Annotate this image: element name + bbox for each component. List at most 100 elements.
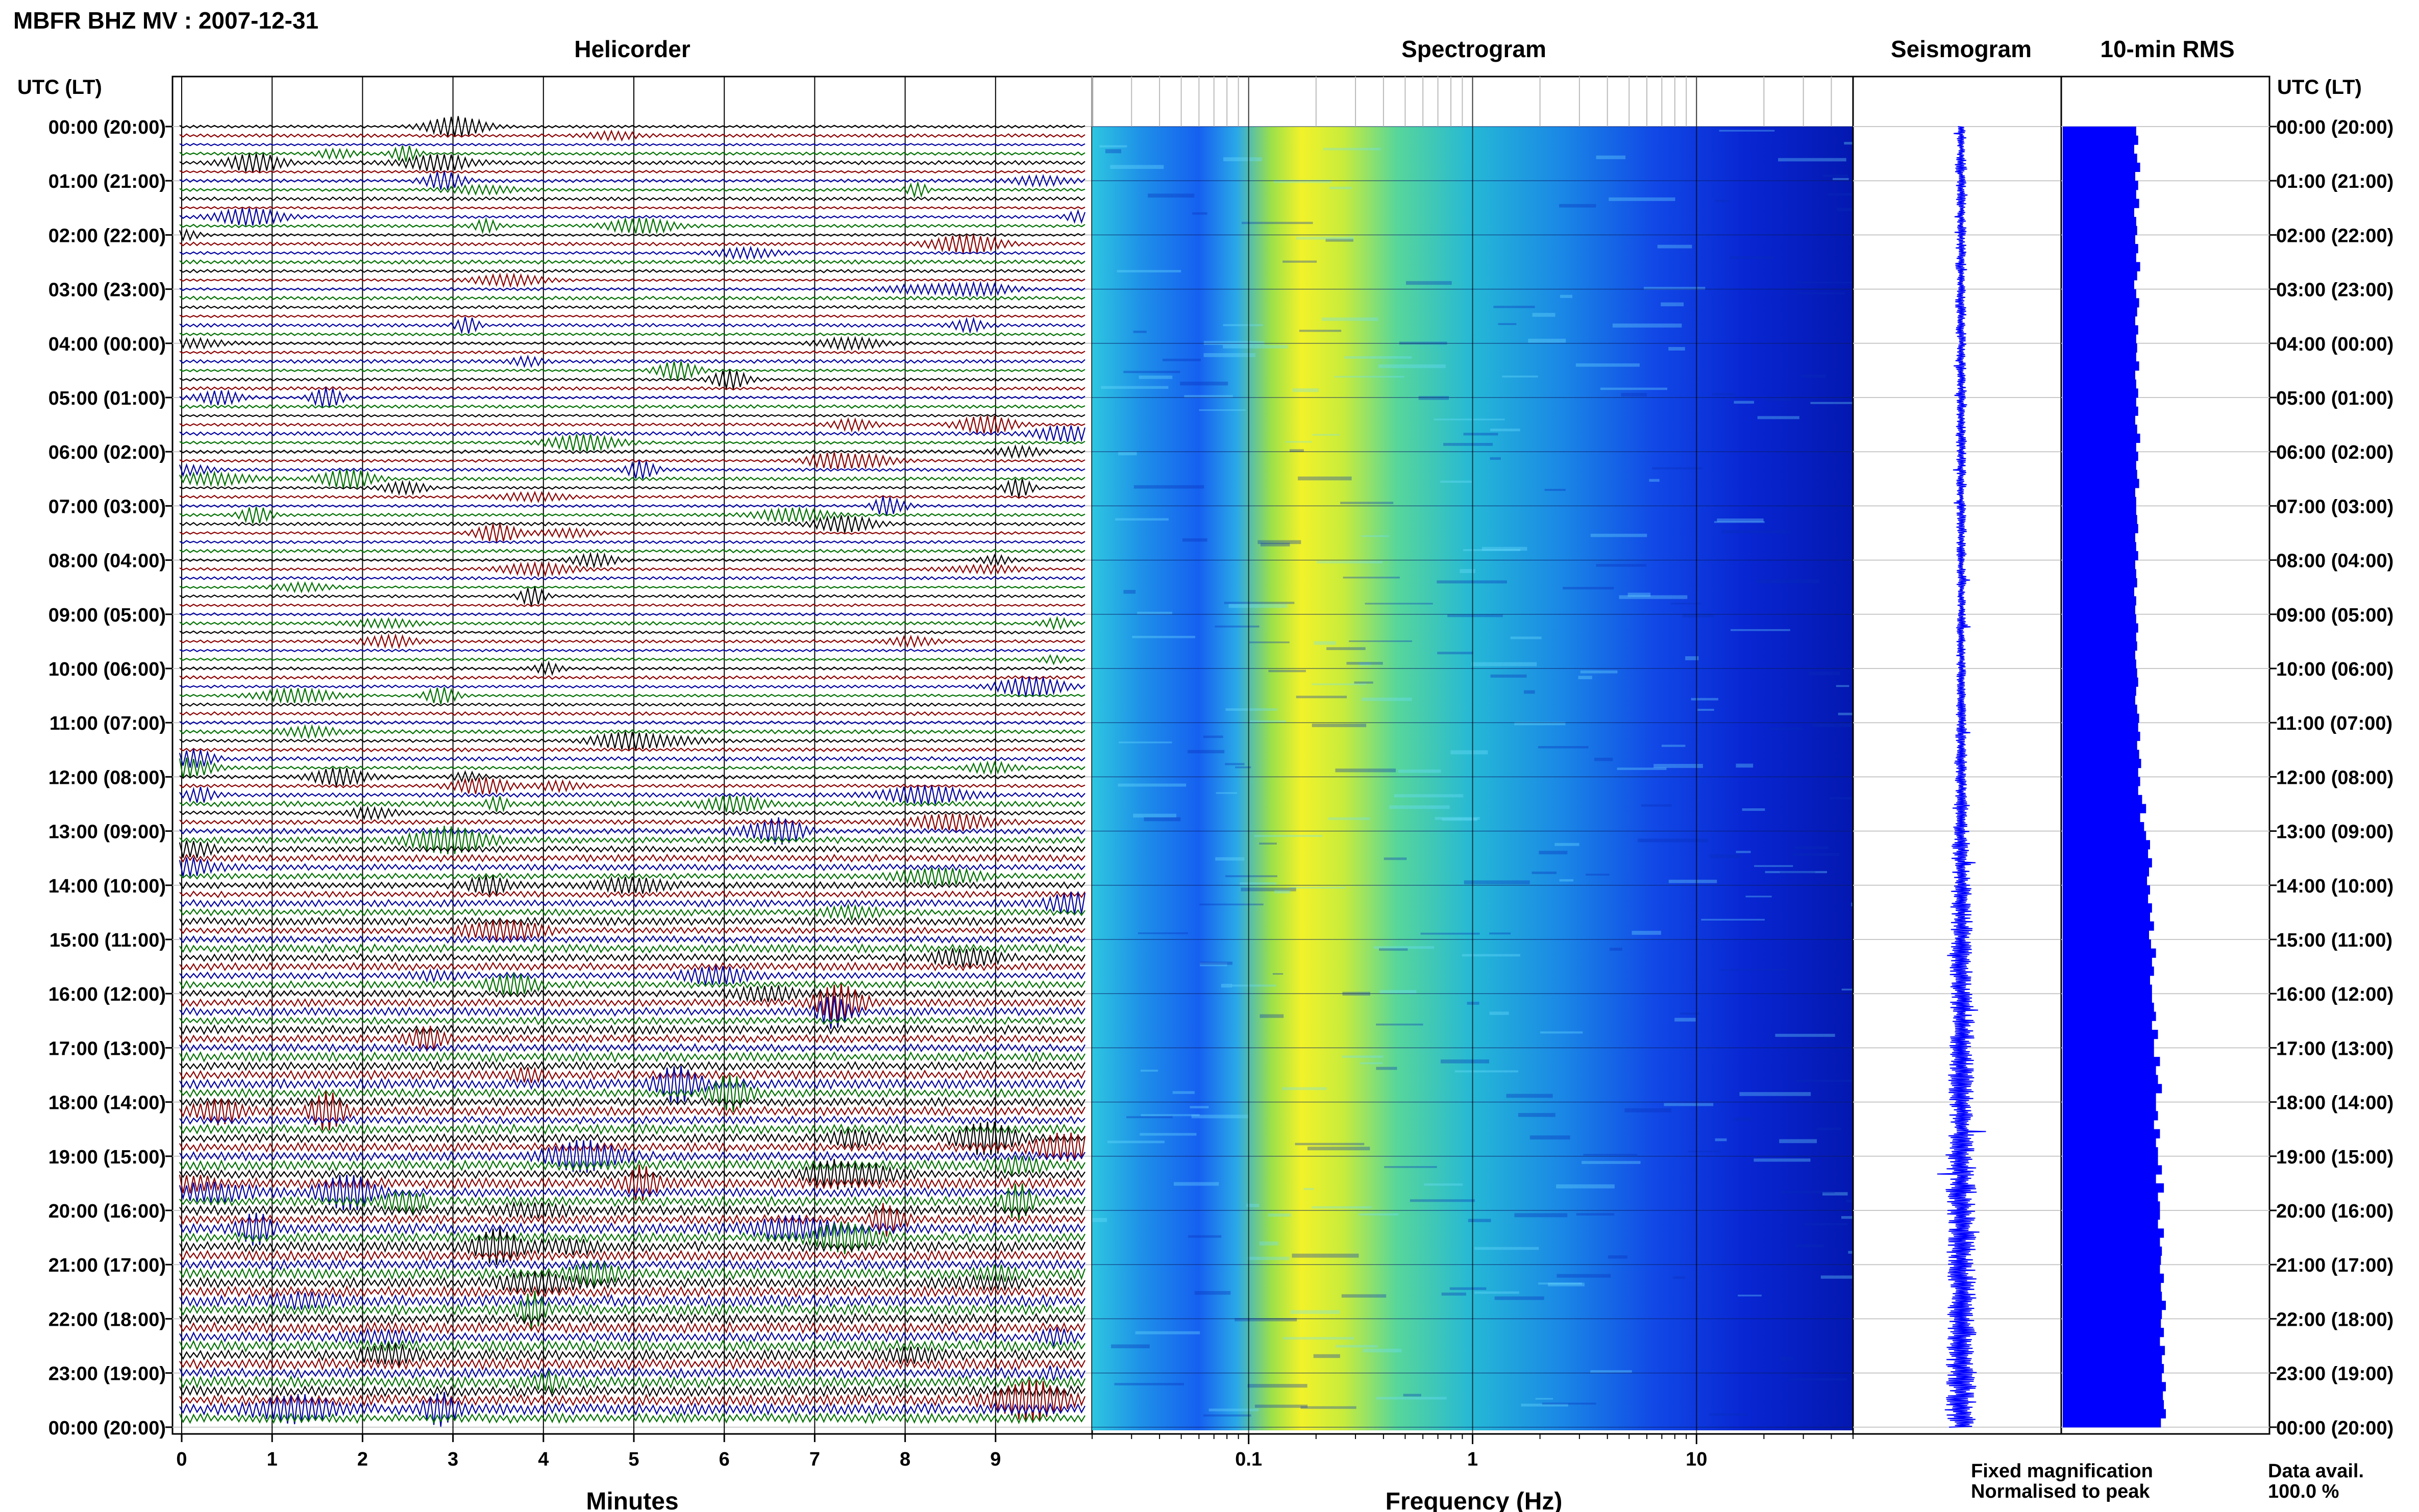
helicorder-trace-line xyxy=(179,460,1085,479)
spectrogram-streak xyxy=(1657,244,1692,249)
spectrogram-streak xyxy=(1312,434,1340,436)
time-label-right: 04:00 (00:00) xyxy=(2276,334,2393,355)
spectrogram-streak xyxy=(1717,518,1764,522)
spectrogram-gridlines xyxy=(1092,77,1854,1434)
rms-bar xyxy=(2063,469,2137,479)
spectrogram-streak xyxy=(1532,872,1557,874)
rms-bar xyxy=(2063,1138,2156,1148)
spectrogram-streak xyxy=(1661,745,1686,747)
spectrogram-streak xyxy=(1789,1378,1847,1381)
spectrogram-streak xyxy=(1141,1070,1158,1072)
helicorder-trace-line xyxy=(179,434,1085,452)
time-label-left: 20:00 (16:00) xyxy=(48,1201,166,1222)
time-label-right: 20:00 (16:00) xyxy=(2276,1201,2393,1222)
spectrogram-streak xyxy=(1583,1154,1638,1156)
spectrogram-streak xyxy=(1506,1094,1553,1098)
helicorder-trace-line xyxy=(179,549,1085,554)
helicorder-trace-line xyxy=(179,985,1085,1003)
spectrogram-streak xyxy=(1268,1213,1291,1217)
helicorder-trace-line xyxy=(179,452,1085,470)
rms-bar xyxy=(2063,406,2138,416)
rms-bar xyxy=(2063,632,2136,642)
spectrogram-streak xyxy=(1361,698,1412,701)
rms-bar xyxy=(2063,994,2152,1003)
spectrogram-streak xyxy=(1342,1055,1384,1058)
spectrogram-streak xyxy=(1137,611,1172,615)
rms-bar xyxy=(2063,343,2137,353)
spectrogram-streak xyxy=(1833,178,1849,180)
rms-bar xyxy=(2063,1183,2164,1193)
rms-bar xyxy=(2063,1328,2164,1337)
rms-bar xyxy=(2063,452,2138,461)
spectrogram-streak xyxy=(1114,1383,1184,1385)
rms-bar xyxy=(2063,1391,2163,1401)
spectrogram-streak xyxy=(1311,1206,1372,1209)
helicorder-trace-line xyxy=(179,469,1085,489)
helicorder-trace-line xyxy=(179,1067,1085,1084)
utc-label-right: UTC (LT) xyxy=(2277,76,2362,98)
seismogram-trace xyxy=(1937,126,1986,1428)
time-label-right: 05:00 (01:00) xyxy=(2276,388,2393,409)
minute-tick-label: 0 xyxy=(176,1449,187,1470)
helicorder-trace-line xyxy=(179,1343,1085,1367)
rms-bar xyxy=(2063,1246,2162,1256)
helicorder-trace-line xyxy=(179,633,1085,650)
spectrogram-streak xyxy=(1449,1287,1487,1290)
rms-bar xyxy=(2063,235,2135,244)
spectrogram-streak xyxy=(1721,530,1791,534)
rms-bar xyxy=(2063,334,2136,344)
spectrogram-streak xyxy=(1793,853,1839,856)
spectrogram-streak xyxy=(1557,1274,1611,1278)
spectrogram-streak xyxy=(1225,763,1245,765)
rms-bar xyxy=(2063,1292,2162,1301)
spectrogram-streak xyxy=(1285,441,1312,443)
spectrogram-streak xyxy=(1739,1092,1811,1096)
rms-bar xyxy=(2063,289,2136,299)
spectrogram-streak xyxy=(1796,282,1853,284)
time-label-right: 01:00 (21:00) xyxy=(2276,171,2393,192)
spectrogram-streak xyxy=(1608,1255,1627,1259)
rms-bar xyxy=(2063,704,2137,714)
helicorder-trace-line xyxy=(179,1384,1085,1398)
rms-bar xyxy=(2063,759,2141,769)
helicorder-trace-line xyxy=(179,169,1085,174)
spectrogram-streak xyxy=(1312,724,1367,727)
spectrogram-streak xyxy=(1529,1135,1570,1139)
rms-bar xyxy=(2063,1409,2166,1419)
spectrogram-streak xyxy=(1188,750,1225,754)
rms-bar xyxy=(2063,767,2138,777)
time-label-left: 19:00 (15:00) xyxy=(48,1147,166,1168)
rms-bar xyxy=(2063,957,2152,967)
spectrogram-streak xyxy=(1582,1161,1641,1164)
spectrogram-streak xyxy=(1463,549,1521,551)
rms-bar xyxy=(2063,1364,2164,1374)
rms-bar xyxy=(2063,1319,2161,1328)
spectrogram-streak xyxy=(1376,1067,1397,1070)
helicorder-trace-line xyxy=(179,196,1085,202)
spectrogram-streak xyxy=(1437,580,1507,584)
seismogram-frame xyxy=(1852,76,2062,1435)
spectrogram-streak xyxy=(1133,331,1147,333)
spectrogram-row-texture xyxy=(1092,130,1853,1417)
helicorder-trace-line xyxy=(179,1365,1085,1381)
time-label-left: 17:00 (13:00) xyxy=(48,1038,166,1059)
spectrogram-streak xyxy=(1460,569,1475,573)
spectrogram-streak xyxy=(1594,757,1613,761)
rms-bar xyxy=(2063,1147,2158,1157)
helicorder-trace-line xyxy=(179,272,1085,288)
spectrogram-streak xyxy=(1617,767,1667,770)
helicorder-trace-line xyxy=(179,387,1085,408)
spectrogram-xlabel: Frequency (Hz) xyxy=(1386,1488,1563,1512)
spectrogram-streak xyxy=(1474,1247,1539,1250)
helicorder-trace-line xyxy=(179,425,1086,443)
spectrogram-streak xyxy=(1820,1275,1853,1279)
spectrogram-streak xyxy=(1092,1218,1107,1222)
rms-bar xyxy=(2063,786,2138,796)
helicorder-trace-line xyxy=(179,171,1085,190)
helicorder-trace-line xyxy=(179,369,1085,389)
spectrogram-streak xyxy=(1502,376,1538,378)
spectrogram-streak xyxy=(1691,698,1718,701)
helicorder-trace-line xyxy=(179,586,1085,606)
spectrogram-streak xyxy=(1260,542,1290,547)
spectrogram-streak xyxy=(1734,401,1754,404)
